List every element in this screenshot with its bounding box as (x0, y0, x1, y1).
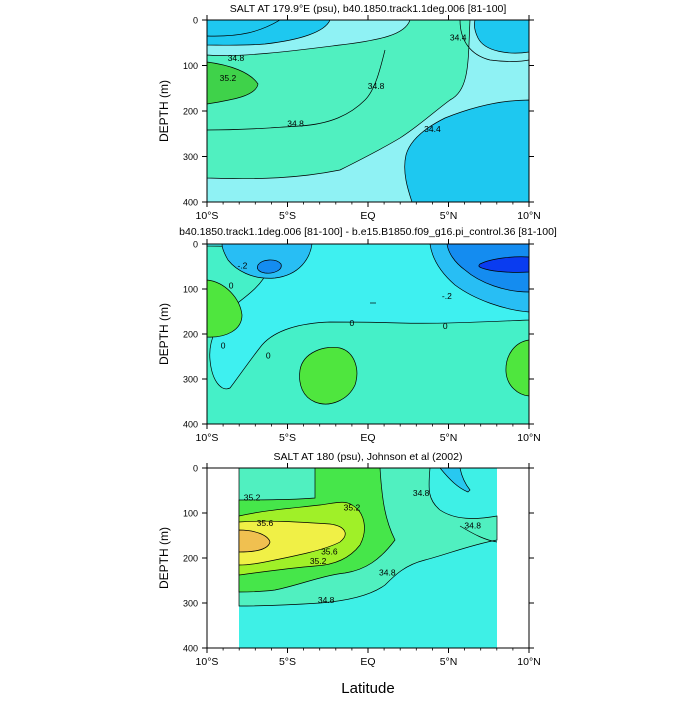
contour-label: 34.4 (424, 124, 441, 134)
panel-3-contour-labels: 35.235.635.635.235.234.834.834.834.8 (244, 488, 481, 605)
contour-label: 35.2 (310, 556, 327, 566)
x-tick-label: 5°S (279, 656, 296, 668)
y-tick-label: 0 (193, 240, 198, 250)
panel-2-axes: 10°S 5°S EQ 5°N 10°N 0 100 200 300 400 (183, 239, 541, 444)
y-tick-label: 200 (183, 554, 198, 564)
contour-label: -.2 (237, 261, 247, 271)
y-tick-label: 300 (183, 152, 198, 162)
contour-label: 34.8 (368, 81, 385, 91)
panel-3-fill-orange (238, 529, 271, 553)
contour-label: 34.8 (228, 53, 245, 63)
panel-1-contour-line (207, 49, 386, 131)
panel-1-ylabel: DEPTH (m) (157, 80, 171, 142)
contour-label: 0 (229, 280, 234, 290)
contour-label: 0 (350, 318, 355, 328)
x-tick-label: 5°N (440, 210, 458, 222)
x-tick-label: 5°S (279, 210, 296, 222)
y-tick-label: 200 (183, 330, 198, 340)
panel-2-fill-green-right (505, 339, 529, 397)
panel-1-contour-line (207, 20, 281, 37)
x-tick-label: 10°N (517, 656, 540, 668)
contour-label: 35.6 (257, 518, 274, 528)
contour-label: 0 (443, 321, 448, 331)
contour-label: 35.2 (220, 73, 237, 83)
panel-3-ylabel: DEPTH (m) (157, 527, 171, 589)
x-tick-label: 5°N (440, 656, 458, 668)
contour-label: 34.8 (318, 595, 335, 605)
contour-label: 0 (266, 351, 271, 361)
panel-3-title: SALT AT 180 (psu), Johnson et al (2002) (274, 451, 463, 463)
y-tick-label: 300 (183, 599, 198, 609)
panel-2-ylabel: DEPTH (m) (157, 303, 171, 365)
contour-label: 35.6 (321, 547, 338, 557)
contour-label: 0 (221, 341, 226, 351)
y-tick-label: 100 (183, 285, 198, 295)
contour-label: 34.8 (379, 567, 396, 577)
x-tick-label: EQ (360, 656, 375, 668)
panel-1: SALT AT 179.9°E (psu), b40.1850.track1.1… (157, 3, 541, 222)
y-tick-label: 0 (193, 16, 198, 26)
y-tick-label: 400 (183, 420, 198, 430)
panel-1-fill-deep-left (207, 20, 331, 46)
panel-1-fill-high (207, 61, 259, 105)
panel-1-fill-deep-right (474, 20, 529, 54)
y-tick-label: 100 (183, 61, 198, 71)
panel-1-axes: 10°S 5°S EQ 5°N 10°N 0 100 200 300 400 (183, 15, 541, 222)
panel-2-fill-green-left (207, 279, 243, 338)
contour-label: -.2 (442, 291, 452, 301)
panel-2-fill-darkblue-right (478, 256, 529, 273)
panel-2: b40.1850.track1.1deg.006 [81-100] - b.e1… (157, 226, 557, 444)
contour-label: 34.8 (464, 521, 481, 531)
x-tick-label: EQ (360, 210, 375, 222)
contour-label: 35.2 (344, 503, 361, 513)
panel-3-contour-line (459, 525, 498, 543)
panel-2-fill-blue-left (257, 259, 282, 274)
contour-label: 34.4 (450, 32, 467, 42)
y-tick-label: 100 (183, 509, 198, 519)
panel-2-contour-labels: -.2-.200 000 (221, 261, 452, 361)
y-tick-label: 400 (183, 644, 198, 654)
y-tick-label: 0 (193, 464, 198, 474)
x-axis-label: Latitude (341, 680, 394, 697)
x-tick-label: 5°N (440, 432, 458, 444)
x-tick-label: EQ (360, 432, 375, 444)
y-tick-label: 200 (183, 107, 198, 117)
x-tick-label: 5°S (279, 432, 296, 444)
contour-label: 35.2 (244, 493, 261, 503)
panel-1-contour-line (459, 20, 529, 62)
panel-3-fill-sky (439, 468, 471, 493)
y-tick-label: 400 (183, 198, 198, 208)
panel-1-fill-mid (207, 20, 471, 180)
panel-1-fill-deep-bottom (404, 99, 529, 202)
panel-3: SALT AT 180 (psu), Johnson et al (2002) … (157, 451, 541, 668)
panel-2-title: b40.1850.track1.1deg.006 [81-100] - b.e1… (179, 226, 557, 238)
x-tick-label: 10°S (196, 656, 219, 668)
contour-label: 34.8 (413, 488, 430, 498)
panel-3-fill-yellow (238, 520, 346, 566)
x-tick-label: 10°N (517, 210, 540, 222)
y-tick-label: 300 (183, 375, 198, 385)
panel-3-axes: 10°S 5°S EQ 5°N 10°N 0 100 200 300 400 (183, 463, 541, 668)
panel-2-fill-green-center (299, 346, 358, 405)
x-tick-label: 10°S (196, 432, 219, 444)
panel-1-title: SALT AT 179.9°E (psu), b40.1850.track1.1… (230, 3, 507, 15)
panel-1-contour-labels: 34.4 34.8 35.2 34.8 34.8 34.4 (220, 32, 467, 134)
contour-label: 34.8 (287, 118, 304, 128)
x-tick-label: 10°S (196, 210, 219, 222)
x-tick-label: 10°N (517, 432, 540, 444)
